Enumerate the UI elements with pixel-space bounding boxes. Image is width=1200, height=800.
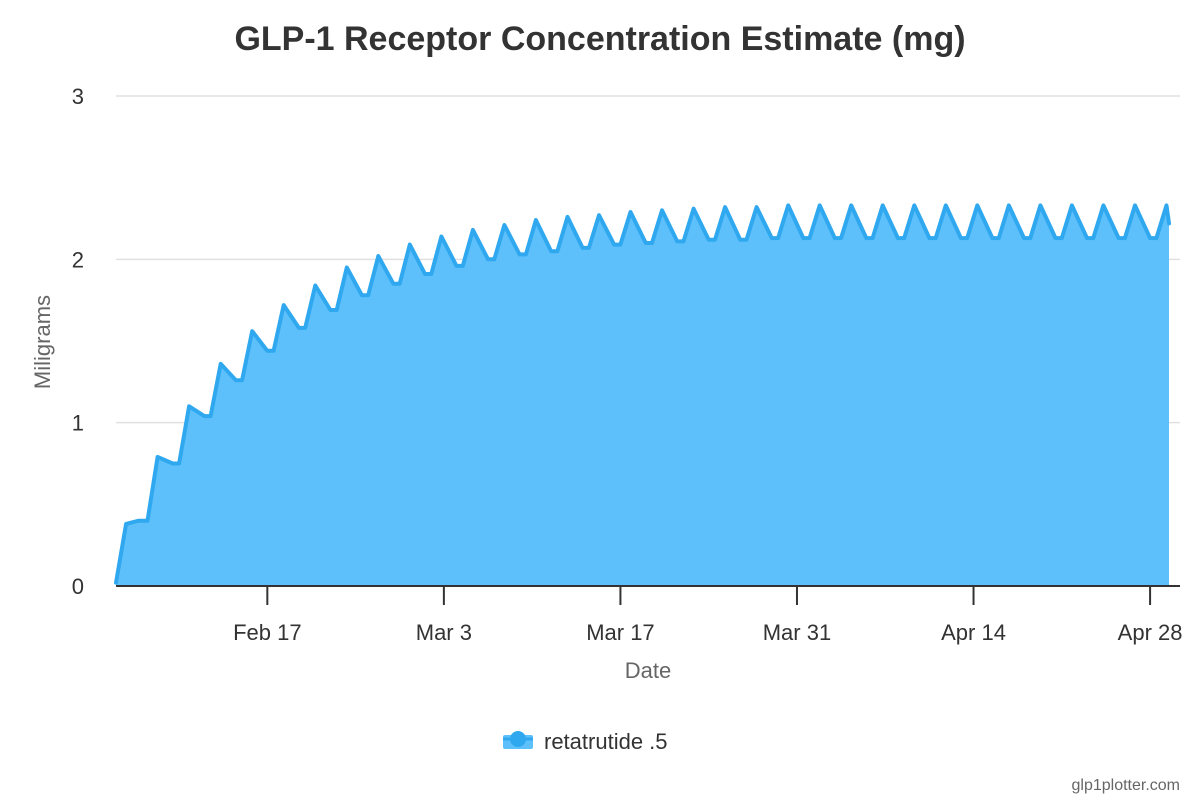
x-tick-label: Mar 17 xyxy=(586,620,654,645)
x-axis-ticks: Feb 17 Mar 3 Mar 17 Mar 31 Apr 14 Apr 28 xyxy=(233,586,1182,645)
y-tick-label: 0 xyxy=(72,574,84,599)
chart-title: GLP-1 Receptor Concentration Estimate (m… xyxy=(234,20,965,58)
series-line xyxy=(114,203,1171,585)
legend-marker xyxy=(510,731,526,747)
y-tick-label: 3 xyxy=(72,84,84,109)
x-tick-label: Mar 3 xyxy=(416,620,472,645)
x-axis-label: Date xyxy=(625,658,671,683)
y-axis-label: Miligrams xyxy=(30,295,55,389)
x-tick-label: Mar 31 xyxy=(763,620,831,645)
y-tick-label: 1 xyxy=(72,411,84,436)
x-tick-label: Apr 14 xyxy=(941,620,1006,645)
credit-text[interactable]: glp1plotter.com xyxy=(1071,777,1180,794)
x-tick-label: Apr 28 xyxy=(1118,620,1183,645)
y-tick-label: 2 xyxy=(72,247,84,272)
series-area-fill xyxy=(116,205,1169,586)
x-tick-label: Feb 17 xyxy=(233,620,302,645)
legend[interactable]: retatrutide .5 xyxy=(503,729,668,754)
y-axis-ticks: 0 1 2 3 xyxy=(72,84,84,599)
legend-label: retatrutide .5 xyxy=(544,729,668,754)
